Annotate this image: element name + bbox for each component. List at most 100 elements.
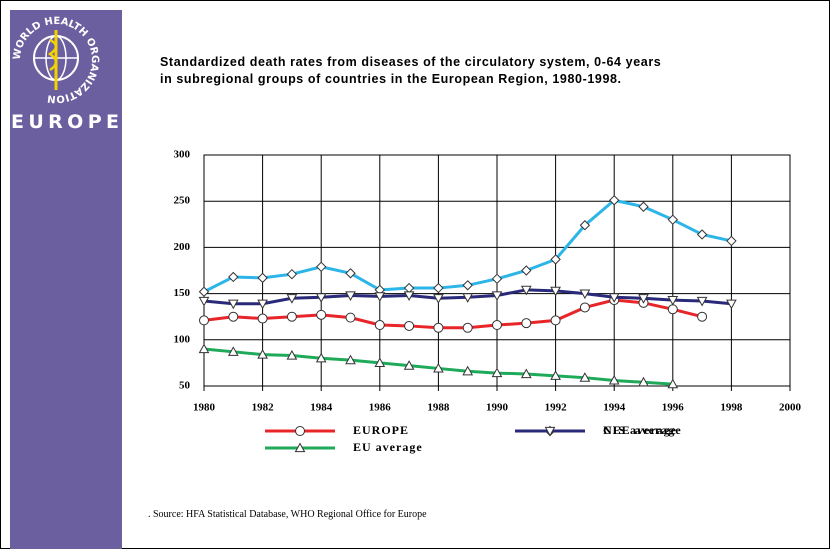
marker — [667, 295, 679, 306]
marker — [697, 311, 708, 322]
legend-marker — [294, 442, 306, 453]
marker — [521, 265, 532, 276]
marker — [433, 282, 444, 294]
marker — [374, 320, 385, 331]
marker — [462, 280, 473, 291]
marker — [227, 346, 239, 356]
source-note: . Source: HFA Statistical Database, WHO … — [148, 509, 427, 520]
marker — [345, 268, 356, 279]
chart-title: Standardized death rates from diseases o… — [160, 55, 661, 69]
y-tick-label: 250 — [174, 195, 191, 207]
marker — [404, 320, 415, 331]
marker — [198, 286, 210, 297]
marker — [550, 286, 561, 297]
marker — [315, 261, 327, 273]
marker — [520, 285, 532, 296]
y-tick-label: 50 — [179, 380, 191, 392]
marker — [433, 294, 444, 304]
x-tick-label: 1986 — [369, 402, 392, 414]
marker — [316, 309, 327, 320]
marker — [403, 291, 415, 301]
legend-label: EU average — [353, 440, 423, 454]
chart-subtitle: in subregional groups of countries in th… — [160, 72, 622, 86]
marker — [286, 349, 298, 360]
marker — [228, 271, 239, 283]
marker — [638, 376, 649, 387]
marker — [491, 291, 503, 301]
marker — [257, 349, 268, 359]
marker — [638, 294, 649, 304]
marker — [579, 302, 590, 313]
legend-marker — [544, 426, 556, 437]
sidebar — [10, 10, 122, 549]
marker — [579, 289, 591, 300]
marker — [198, 296, 210, 307]
marker — [579, 220, 591, 231]
x-tick-label: 1984 — [310, 402, 333, 414]
y-tick-label: 100 — [174, 333, 191, 345]
marker — [608, 374, 620, 385]
marker — [667, 378, 679, 389]
marker — [374, 357, 386, 367]
x-tick-label: 1988 — [427, 402, 450, 414]
marker — [550, 315, 561, 326]
marker — [579, 372, 591, 382]
marker — [638, 201, 649, 212]
marker — [286, 311, 297, 322]
x-tick-label: 2000 — [779, 402, 802, 414]
marker — [257, 272, 268, 284]
marker — [491, 367, 503, 378]
marker — [462, 365, 474, 376]
marker — [667, 214, 679, 225]
marker — [433, 362, 444, 373]
marker — [199, 315, 209, 326]
y-tick-label: 150 — [174, 287, 191, 299]
marker — [198, 343, 210, 354]
marker — [462, 322, 473, 333]
marker — [286, 268, 298, 280]
y-tick-label: 200 — [174, 241, 191, 253]
marker — [462, 293, 474, 303]
x-tick-label: 1980 — [193, 402, 216, 414]
marker — [403, 360, 415, 370]
marker — [608, 293, 620, 303]
x-tick-label: 1996 — [662, 402, 685, 414]
x-tick-label: 1982 — [252, 402, 275, 414]
marker — [491, 273, 503, 285]
legend-label: CEE average — [603, 423, 682, 437]
x-tick-label: 1994 — [603, 402, 626, 414]
plot: 50 100 150 200 250 300 1980 1982 1984 1986 1988 199… — [174, 149, 802, 454]
marker — [492, 320, 502, 331]
marker — [286, 294, 298, 304]
legend-label: EUROPE — [353, 423, 409, 437]
marker — [315, 352, 327, 363]
legend-label: NIS average — [603, 423, 677, 437]
marker — [228, 311, 239, 322]
marker — [696, 296, 708, 307]
marker — [726, 235, 737, 247]
marker — [433, 322, 444, 333]
marker — [345, 312, 356, 323]
marker — [374, 292, 386, 302]
marker — [345, 354, 356, 365]
marker — [315, 293, 327, 303]
marker — [696, 229, 708, 240]
marker — [667, 304, 678, 315]
legend-marker — [295, 426, 305, 436]
x-tick-label: 1992 — [545, 402, 568, 414]
x-tick-label: 1998 — [720, 402, 743, 414]
marker — [550, 254, 561, 265]
y-tick-label: 300 — [174, 149, 191, 161]
marker — [521, 318, 532, 329]
logo-serpent — [47, 38, 58, 72]
marker — [257, 299, 268, 310]
marker — [520, 368, 532, 379]
marker — [345, 291, 356, 301]
marker — [550, 370, 561, 380]
marker — [257, 313, 268, 324]
marker — [726, 299, 737, 310]
marker — [608, 195, 620, 206]
marker — [227, 299, 239, 310]
